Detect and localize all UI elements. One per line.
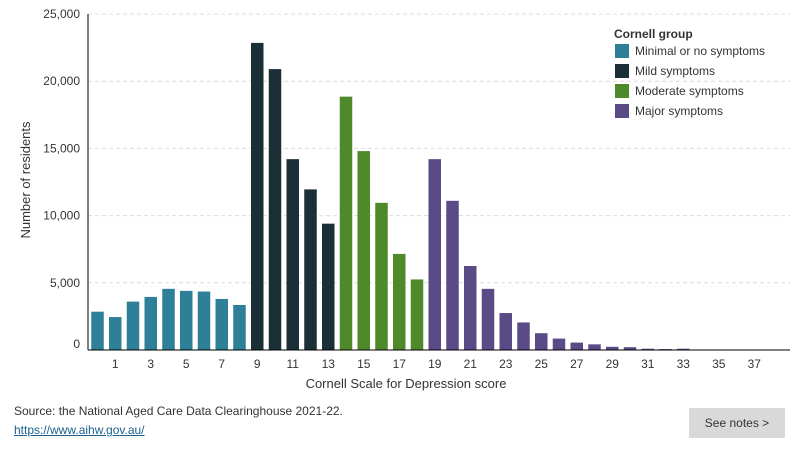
bar-score-10[interactable]	[268, 69, 282, 350]
y-axis-title: Number of residents	[18, 121, 33, 239]
bar-score-23[interactable]	[499, 313, 513, 350]
x-tick-label: 5	[183, 357, 190, 371]
legend-swatch-major	[615, 104, 629, 118]
bar-score-0[interactable]	[91, 311, 104, 350]
bar-score-24[interactable]	[517, 322, 530, 350]
y-tick-label: 20,000	[43, 74, 80, 88]
legend-label-minimal: Minimal or no symptoms	[635, 44, 765, 58]
x-tick-label: 21	[464, 357, 478, 371]
bar-score-4[interactable]	[162, 288, 175, 350]
x-tick-label: 7	[218, 357, 225, 371]
legend-label-mild: Mild symptoms	[635, 64, 715, 78]
x-tick-label: 29	[606, 357, 620, 371]
x-tick-label: 35	[712, 357, 726, 371]
x-axis-title: Cornell Scale for Depression score	[306, 376, 507, 391]
source-link[interactable]: https://www.aihw.gov.au/	[14, 423, 145, 437]
bar-score-31[interactable]	[641, 348, 655, 350]
bar-score-9[interactable]	[251, 42, 264, 351]
x-tick-label: 9	[254, 357, 261, 371]
legend-swatch-moderate	[615, 84, 629, 98]
y-tick-labels: 0 5,000 10,000 15,000 20,000 25,000	[43, 7, 80, 351]
x-tick-label: 31	[641, 357, 655, 371]
bar-score-21[interactable]	[464, 266, 477, 350]
bar-score-15[interactable]	[357, 151, 371, 350]
bar-score-27[interactable]	[570, 342, 584, 350]
axes	[87, 14, 790, 351]
y-tick-label: 10,000	[43, 209, 80, 223]
bar-score-7[interactable]	[215, 298, 229, 350]
legend-label-major: Major symptoms	[635, 104, 723, 118]
bar-score-5[interactable]	[180, 290, 193, 350]
y-tick-label: 25,000	[43, 7, 80, 21]
x-tick-label: 3	[147, 357, 154, 371]
bar-score-33[interactable]	[677, 348, 690, 350]
bar-score-14[interactable]	[339, 96, 353, 350]
bar-score-30[interactable]	[623, 347, 637, 350]
bar-score-2[interactable]	[126, 301, 140, 350]
bar-score-6[interactable]	[197, 291, 211, 350]
legend: Cornell group Minimal or no symptoms Mild…	[614, 27, 765, 118]
bar-score-28[interactable]	[588, 344, 601, 350]
x-tick-label: 23	[499, 357, 513, 371]
bar-score-20[interactable]	[446, 200, 459, 350]
bar-score-16[interactable]	[375, 202, 388, 350]
legend-swatch-mild	[615, 64, 629, 78]
bar-score-8[interactable]	[233, 304, 246, 350]
bar-score-11[interactable]	[286, 159, 300, 350]
legend-swatch-minimal	[615, 44, 629, 58]
bar-score-13[interactable]	[322, 223, 335, 350]
bar-score-3[interactable]	[144, 296, 158, 350]
x-tick-label: 15	[357, 357, 371, 371]
y-tick-label: 5,000	[50, 276, 80, 290]
bar-score-19[interactable]	[428, 159, 442, 350]
bar-score-29[interactable]	[606, 346, 619, 350]
bar-score-25[interactable]	[535, 333, 548, 350]
x-tick-label: 11	[287, 357, 300, 371]
y-tick-label: 15,000	[43, 141, 80, 155]
x-tick-labels: 1 3 5 7 9 11 13 15 17 19 21 23 25 27 29 31 33 35 37	[112, 357, 761, 371]
bar-score-1[interactable]	[109, 317, 122, 350]
legend-label-moderate: Moderate symptoms	[635, 84, 744, 98]
x-tick-label: 37	[748, 357, 762, 371]
x-tick-label: 19	[428, 357, 442, 371]
y-tick-label: 0	[73, 337, 80, 351]
x-tick-label: 17	[393, 357, 407, 371]
bar-score-17[interactable]	[393, 253, 406, 350]
bar-score-26[interactable]	[552, 338, 566, 350]
x-tick-label: 13	[322, 357, 336, 371]
bar-score-18[interactable]	[410, 279, 424, 350]
x-tick-label: 27	[570, 357, 584, 371]
see-notes-button[interactable]: See notes >	[689, 408, 785, 438]
bar-score-22[interactable]	[481, 288, 495, 350]
legend-title: Cornell group	[614, 27, 693, 41]
x-tick-label: 33	[677, 357, 691, 371]
bar-score-12[interactable]	[304, 189, 317, 350]
x-tick-label: 1	[112, 357, 119, 371]
source-text: Source: the National Aged Care Data Clea…	[14, 404, 343, 418]
x-tick-label: 25	[535, 357, 549, 371]
bars	[91, 42, 779, 351]
